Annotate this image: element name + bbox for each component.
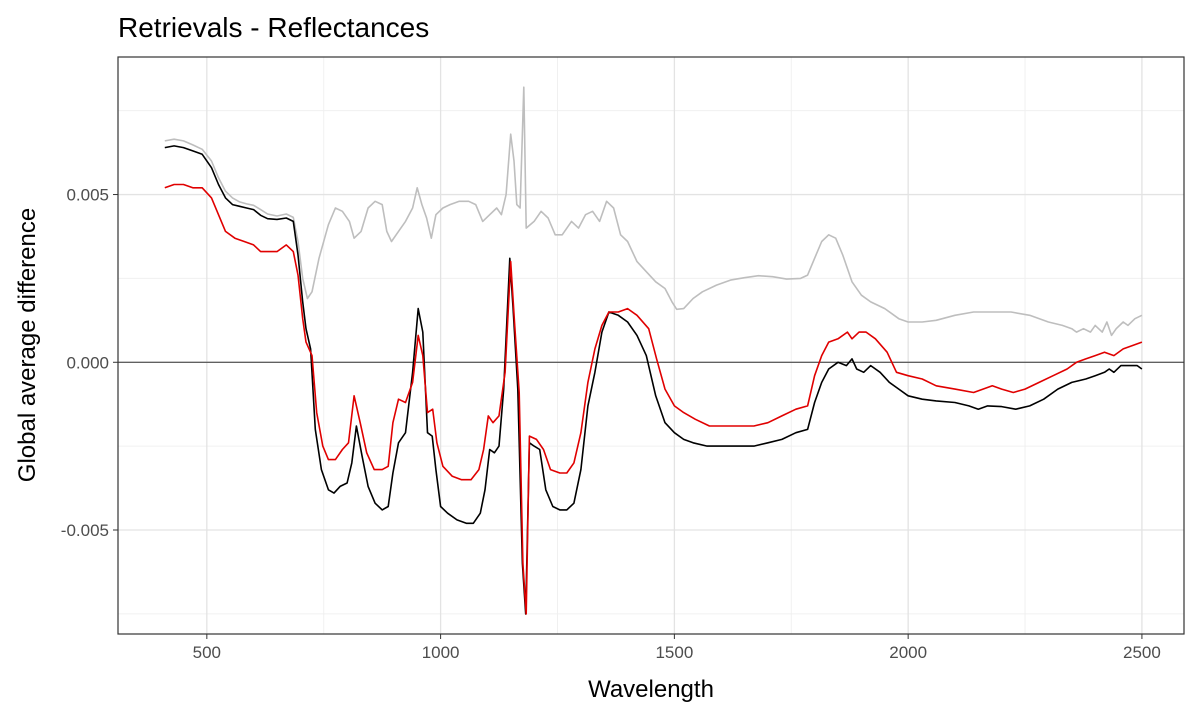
y-tick-label: 0.000: [66, 353, 109, 372]
x-tick-label: 2500: [1123, 643, 1161, 662]
chart-title: Retrievals - Reflectances: [118, 12, 429, 43]
y-axis-title: Global average difference: [14, 208, 41, 482]
y-tick-label: -0.005: [61, 521, 109, 540]
series-layer: [164, 86, 1143, 615]
y-tick-label: 0.005: [66, 186, 109, 205]
x-tick-label: 2000: [889, 643, 927, 662]
x-tick-label: 1500: [655, 643, 693, 662]
gridlines: [118, 57, 1184, 634]
x-axis-title: Wavelength: [588, 676, 714, 703]
x-tick-label: 500: [193, 643, 221, 662]
y-axis: -0.005 0.000 0.005: [61, 186, 118, 540]
plot-panel-border: [117, 56, 1185, 635]
x-tick-label: 1000: [422, 643, 460, 662]
x-axis: 500 1000 1500 2000 2500: [193, 634, 1161, 662]
series-red-line: [164, 183, 1143, 615]
series-black-line: [164, 145, 1143, 615]
series-gray-line: [164, 86, 1143, 337]
